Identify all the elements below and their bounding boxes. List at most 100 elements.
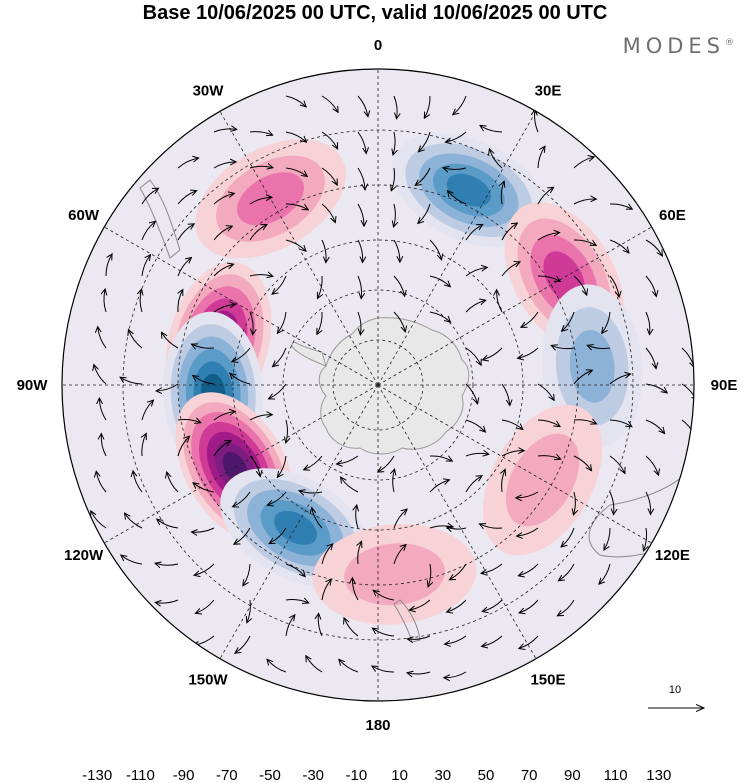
colorbar-tick-label: 110 bbox=[604, 767, 628, 783]
wind-vector bbox=[483, 599, 503, 611]
wind-vector bbox=[393, 95, 397, 118]
wind-vector bbox=[562, 311, 575, 331]
wind-vector bbox=[129, 330, 143, 349]
wind-vector bbox=[96, 472, 107, 493]
wind-vector bbox=[142, 434, 146, 457]
wind-vector bbox=[429, 275, 450, 286]
wind-vector bbox=[609, 419, 631, 426]
wind-vector bbox=[285, 95, 306, 106]
wind-vector bbox=[519, 563, 539, 576]
meridian-line bbox=[377, 384, 652, 544]
longitude-label: 150E bbox=[530, 671, 565, 688]
wind-vector bbox=[448, 527, 467, 529]
wind-vector bbox=[519, 347, 539, 358]
wind-vector bbox=[445, 671, 467, 678]
wind-vector bbox=[177, 191, 196, 205]
wind-vector bbox=[393, 311, 405, 331]
wind-vector bbox=[645, 311, 650, 334]
wind-vector bbox=[269, 383, 287, 398]
reference-vector-label: 10 bbox=[669, 684, 681, 696]
wind-vector bbox=[429, 239, 441, 259]
wind-vector bbox=[213, 194, 233, 205]
wind-vector bbox=[454, 95, 467, 114]
wind-vector bbox=[573, 275, 586, 294]
wind-vector bbox=[305, 455, 323, 469]
wind-vector bbox=[450, 563, 467, 579]
wind-vector bbox=[537, 233, 559, 241]
wind-vector bbox=[535, 110, 539, 133]
wind-vector bbox=[337, 455, 359, 464]
wind-vector bbox=[177, 419, 200, 422]
wind-vector bbox=[645, 383, 666, 392]
wind-vector bbox=[645, 455, 658, 474]
wind-vector bbox=[501, 451, 523, 457]
wind-vector bbox=[448, 191, 467, 205]
wind-vector bbox=[213, 162, 235, 169]
longitude-label: 150W bbox=[188, 671, 228, 688]
wind-vector bbox=[278, 455, 287, 477]
wind-vector bbox=[357, 131, 366, 153]
wind-vector bbox=[247, 599, 250, 622]
wind-vector bbox=[213, 265, 233, 277]
wind-vector bbox=[192, 527, 215, 532]
wind-vector bbox=[481, 126, 503, 133]
wind-vector bbox=[393, 275, 405, 295]
wind-vector bbox=[573, 420, 596, 424]
brand-name: MODES bbox=[622, 34, 725, 58]
wind-vector bbox=[444, 168, 467, 170]
wind-vector bbox=[268, 660, 287, 673]
colorbar-tick-label: -50 bbox=[259, 767, 281, 783]
wind-vector bbox=[446, 635, 467, 644]
wind-vector bbox=[321, 95, 338, 112]
wind-vector bbox=[559, 563, 575, 580]
wind-vector bbox=[141, 256, 150, 277]
wind-vector bbox=[94, 366, 107, 385]
wind-vector bbox=[321, 580, 331, 601]
meridian-line bbox=[377, 111, 537, 386]
wind-vector bbox=[604, 527, 611, 549]
colorbar-tick-label: 50 bbox=[478, 767, 495, 783]
wind-vector bbox=[285, 600, 308, 603]
meridian-line bbox=[219, 384, 379, 659]
wind-vector bbox=[393, 239, 400, 261]
wind-vector bbox=[537, 419, 559, 426]
wind-vector bbox=[520, 599, 539, 613]
wind-vector bbox=[177, 437, 189, 457]
colorbar-tick-label: 90 bbox=[564, 767, 581, 783]
longitude-label: 180 bbox=[365, 717, 390, 734]
wind-vector bbox=[483, 635, 503, 646]
anomaly-field bbox=[163, 133, 643, 625]
wind-vector bbox=[429, 456, 452, 461]
wind-vector bbox=[357, 239, 363, 262]
wind-vector bbox=[609, 455, 625, 473]
wind-vector bbox=[344, 619, 359, 637]
wind-vector bbox=[419, 203, 431, 223]
wind-vector bbox=[465, 383, 477, 403]
wind-vector bbox=[194, 483, 215, 493]
wind-vector bbox=[156, 564, 179, 566]
wind-vector bbox=[235, 527, 251, 544]
wind-vector bbox=[192, 345, 215, 349]
wind-vector bbox=[497, 291, 503, 313]
wind-vector bbox=[285, 131, 306, 142]
wind-vector bbox=[213, 227, 231, 241]
wind-vector bbox=[167, 473, 179, 493]
wind-vector bbox=[133, 472, 143, 493]
wind-vector bbox=[357, 275, 362, 298]
wind-vector bbox=[609, 374, 630, 385]
wind-vector bbox=[537, 383, 554, 400]
wind-vector bbox=[141, 222, 155, 241]
wind-vector bbox=[306, 657, 323, 673]
wind-vector bbox=[501, 262, 519, 277]
wind-vector bbox=[573, 199, 595, 205]
wind-vector bbox=[416, 167, 431, 185]
wind-vector bbox=[213, 304, 235, 313]
wind-vector bbox=[312, 509, 323, 529]
wind-vector bbox=[429, 311, 450, 322]
wind-vector bbox=[273, 275, 287, 294]
wind-vector bbox=[285, 203, 307, 209]
wind-vector bbox=[177, 158, 198, 169]
wind-vector bbox=[156, 599, 179, 603]
wind-vector bbox=[249, 455, 260, 476]
